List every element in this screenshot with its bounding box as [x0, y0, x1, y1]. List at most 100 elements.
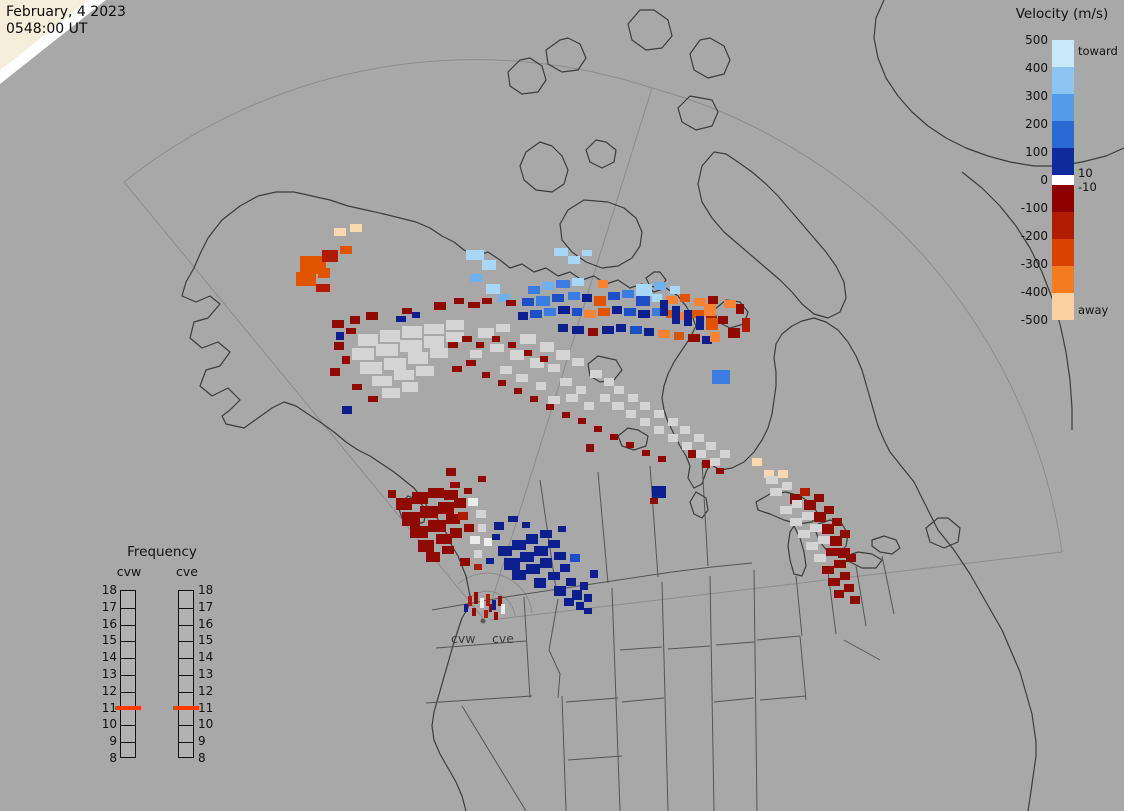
radar-data-cell: [708, 296, 718, 304]
radar-data-cell: [418, 540, 434, 552]
radar-data-cell: [818, 536, 830, 544]
lake-greatslave: [617, 427, 649, 451]
radar-data-cell: [718, 316, 728, 324]
radar-data-cell: [466, 250, 484, 260]
radar-data-cell: [822, 566, 834, 574]
radar-data-cell: [468, 302, 480, 308]
radar-data-cell: [500, 366, 512, 374]
radar-data-cell: [566, 578, 576, 586]
frequency-bar-tick: [179, 725, 193, 727]
velocity-tick-label: 200: [1025, 117, 1048, 131]
island-devon: [677, 95, 719, 131]
radar-data-cell: [444, 490, 458, 500]
radar-data-cell: [806, 542, 818, 550]
radar-data-cell: [382, 388, 400, 398]
radar-data-cell: [712, 370, 730, 384]
radar-data-cell: [296, 272, 316, 286]
velocity-colorbar-segment: [1052, 148, 1074, 175]
radar-data-cell: [728, 328, 740, 338]
radar-data-cell: [450, 528, 462, 538]
radar-data-cell: [478, 524, 486, 532]
radar-data-cell: [498, 596, 502, 606]
radar-data-cell: [668, 434, 678, 442]
radar-data-cell: [474, 592, 478, 604]
radar-data-cell: [366, 312, 378, 320]
radar-data-cell: [560, 378, 572, 386]
radar-data-cell: [510, 350, 524, 360]
radar-data-cell: [536, 382, 546, 390]
radar-data-cell: [554, 248, 568, 256]
radar-data-cell: [548, 396, 560, 404]
radar-data-cell: [402, 512, 420, 526]
lake-winnipeg: [689, 491, 709, 519]
island-qe4: [689, 37, 731, 79]
frequency-bar-tick: [121, 675, 135, 676]
radar-data-cell: [716, 468, 724, 474]
velocity-tick-label: 500: [1025, 33, 1048, 47]
radar-data-cell: [522, 298, 534, 306]
radar-data-cell: [580, 582, 588, 590]
radar-data-cell: [442, 546, 454, 554]
radar-data-cell: [640, 418, 650, 426]
radar-data-cell: [640, 402, 650, 410]
radar-data-cell: [482, 298, 492, 304]
radar-data-cell: [508, 342, 516, 348]
frequency-tick-label-left: 15: [101, 633, 117, 648]
radar-data-cell: [572, 358, 584, 366]
radar-data-cell: [668, 418, 678, 426]
radar-data-cell: [400, 340, 422, 352]
radar-data-cell: [558, 526, 566, 532]
radar-data-cell: [544, 308, 556, 316]
radar-data-cell: [736, 304, 744, 314]
coast-greenland-west: [961, 171, 1073, 430]
radar-data-cell: [826, 548, 838, 556]
radar-data-cell: [630, 326, 642, 334]
toward-label: toward: [1078, 44, 1118, 58]
frequency-bar-tick: [179, 691, 193, 693]
island-newfoundland: [925, 517, 961, 549]
radar-data-cell: [612, 306, 622, 314]
radar-data-cell: [528, 286, 540, 294]
frequency-tick-label-left: 17: [101, 599, 117, 614]
radar-data-cell: [446, 320, 464, 330]
radar-data-cell: [420, 506, 438, 518]
radar-data-cell: [548, 364, 560, 372]
frequency-col-cvw: cvw: [116, 564, 142, 579]
radar-data-cell: [494, 612, 498, 620]
radar-data-cell: [384, 358, 406, 370]
frequency-bar-tick: [179, 675, 193, 676]
radar-data-cell: [534, 578, 546, 588]
radar-data-cell: [556, 350, 570, 360]
frequency-bar-tick: [121, 624, 135, 626]
velocity-tick-label: 400: [1025, 61, 1048, 75]
radar-data-cell: [594, 296, 606, 306]
radar-data-cell: [552, 294, 564, 302]
radar-data-cell: [670, 286, 680, 294]
radar-data-cell: [584, 608, 592, 614]
upper-threshold-label: 10: [1078, 166, 1093, 180]
radar-data-cell: [840, 530, 850, 538]
island-qe3: [627, 9, 673, 51]
frequency-bar-tick: [121, 641, 135, 643]
radar-data-cell: [446, 514, 460, 524]
radar-data-cell: [684, 310, 692, 326]
lower-threshold-label: -10: [1078, 180, 1097, 194]
velocity-tick-label: 300: [1025, 89, 1048, 103]
radar-data-cell: [706, 318, 718, 330]
radar-data-cell: [540, 342, 554, 352]
radar-data-cell: [568, 256, 580, 264]
radar-data-cell: [492, 336, 500, 342]
radar-data-cell: [402, 382, 418, 392]
radar-data-cell: [494, 522, 504, 530]
radar-data-cell: [766, 476, 778, 484]
radar-data-cell: [498, 380, 506, 386]
frequency-tick-label-right: 17: [198, 599, 214, 614]
radar-data-cell: [628, 394, 638, 402]
radar-data-cell: [496, 324, 510, 332]
time-label: 0548:00 UT: [6, 20, 88, 37]
radar-data-cell: [572, 326, 584, 334]
radar-data-cell: [526, 534, 538, 544]
radar-data-cell: [584, 310, 596, 318]
frequency-bar-tick: [121, 658, 135, 660]
